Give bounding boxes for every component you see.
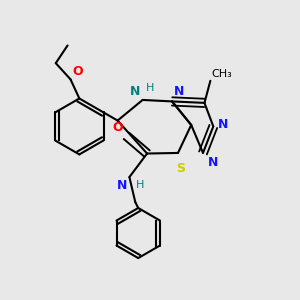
Text: N: N [130, 85, 140, 98]
Text: S: S [176, 162, 185, 175]
Text: N: N [174, 85, 184, 98]
Text: N: N [218, 118, 228, 131]
Text: O: O [72, 65, 83, 78]
Text: H: H [146, 83, 154, 94]
Text: N: N [207, 156, 218, 169]
Text: H: H [136, 180, 144, 190]
Text: N: N [117, 178, 127, 192]
Text: CH₃: CH₃ [212, 69, 232, 79]
Text: O: O [112, 122, 123, 134]
